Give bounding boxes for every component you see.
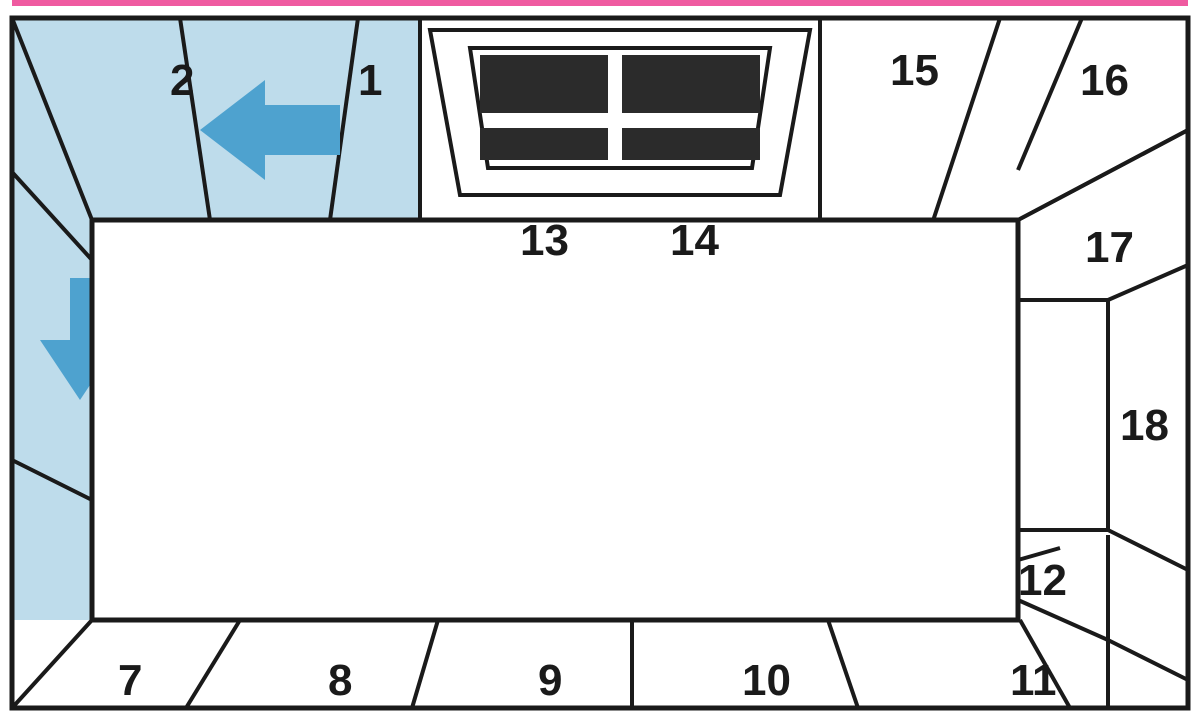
room-perspective-diagram: 12789101112131415161718 (0, 0, 1200, 720)
region-label-7: 7 (118, 656, 142, 705)
skylight-pane (480, 128, 608, 160)
region-label-12: 12 (1018, 556, 1067, 605)
region-label-15: 15 (890, 46, 939, 95)
region-label-14: 14 (670, 216, 719, 265)
region-label-2: 2 (170, 56, 194, 105)
region-label-11: 11 (1010, 656, 1057, 705)
region-label-8: 8 (328, 656, 352, 705)
region-label-17: 17 (1085, 223, 1134, 272)
region-label-9: 9 (538, 656, 562, 705)
region-label-10: 10 (742, 656, 791, 705)
region-label-16: 16 (1080, 56, 1129, 105)
region-label-1: 1 (358, 56, 382, 105)
top-accent-bar (12, 0, 1188, 6)
center-panel (92, 220, 1018, 620)
region-label-13: 13 (520, 216, 569, 265)
skylight-pane (480, 55, 608, 113)
region-label-18: 18 (1120, 401, 1169, 450)
skylight-pane (622, 128, 760, 160)
skylight-pane (622, 55, 760, 113)
